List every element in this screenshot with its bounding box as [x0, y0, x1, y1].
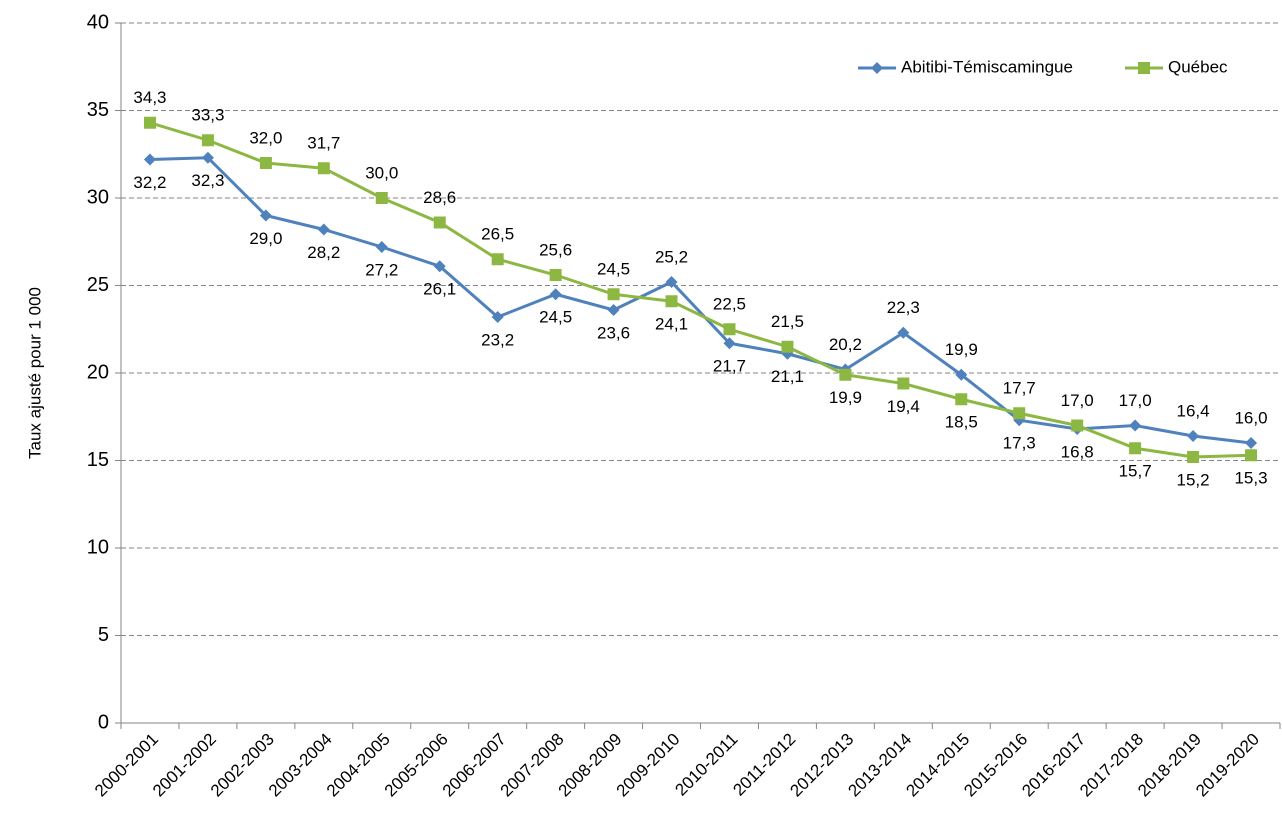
data-point	[955, 393, 968, 406]
data-point	[491, 311, 504, 323]
y-tick-label: 40	[87, 11, 109, 33]
data-label: 33,3	[191, 106, 224, 125]
data-label: 28,2	[307, 243, 340, 262]
data-label: 17,0	[1061, 391, 1094, 410]
legend-marker	[871, 62, 883, 74]
data-point	[1013, 407, 1026, 420]
data-label: 20,2	[829, 335, 862, 354]
x-tick-label: 2009-2010	[613, 730, 684, 801]
data-label: 24,5	[539, 308, 572, 327]
y-tick-label: 25	[87, 274, 109, 296]
data-label: 25,2	[655, 247, 688, 266]
data-label: 15,3	[1234, 469, 1267, 488]
data-label: 34,3	[133, 88, 166, 107]
data-point	[1187, 451, 1200, 463]
data-point	[375, 241, 388, 253]
legend-marker	[1138, 62, 1150, 74]
data-point	[143, 153, 156, 166]
data-point	[1245, 437, 1258, 449]
data-point	[143, 116, 156, 129]
data-label: 15,2	[1177, 470, 1210, 489]
x-tick-label: 2019-2020	[1192, 730, 1263, 801]
data-label: 22,3	[887, 298, 920, 317]
data-point	[781, 340, 794, 353]
data-label: 19,9	[945, 340, 978, 359]
data-point	[723, 323, 736, 336]
y-tick-label: 5	[98, 624, 109, 646]
data-label: 16,8	[1061, 442, 1094, 461]
data-point	[491, 253, 504, 266]
data-label: 30,0	[365, 163, 398, 182]
data-label: 19,4	[887, 397, 920, 416]
data-point	[665, 295, 678, 308]
series-line	[149, 121, 1252, 459]
data-point	[375, 192, 388, 204]
y-tick-label: 15	[87, 449, 109, 471]
data-point	[607, 288, 620, 301]
data-label: 17,3	[1003, 434, 1036, 453]
y-axis-label: Taux ajusté pour 1 000	[25, 287, 44, 459]
data-label: 21,1	[771, 367, 804, 386]
data-point	[259, 209, 272, 222]
data-point	[897, 326, 910, 339]
data-label: 26,5	[481, 225, 514, 244]
y-tick-label: 10	[87, 536, 109, 558]
data-label: 19,9	[829, 388, 862, 407]
data-label: 22,5	[713, 295, 746, 314]
data-label: 17,0	[1119, 391, 1152, 410]
data-label: 24,1	[655, 315, 688, 334]
data-label: 16,4	[1177, 401, 1210, 420]
data-point	[549, 269, 562, 281]
data-point	[317, 223, 330, 236]
data-point	[317, 162, 330, 175]
data-label: 26,1	[423, 280, 456, 299]
data-point	[433, 260, 446, 273]
data-label: 23,6	[597, 323, 630, 342]
data-point	[1129, 442, 1142, 455]
data-point	[897, 377, 910, 390]
data-point	[839, 368, 852, 381]
y-tick-label: 20	[87, 361, 109, 383]
data-point	[955, 368, 968, 381]
data-label: 28,6	[423, 188, 456, 207]
data-label: 16,0	[1234, 408, 1267, 427]
data-point	[201, 151, 214, 164]
data-label: 24,5	[597, 260, 630, 279]
data-label: 21,7	[713, 357, 746, 376]
data-label: 23,2	[481, 330, 514, 349]
data-label: 18,5	[945, 413, 978, 432]
data-label: 29,0	[249, 229, 282, 248]
y-tick-label: 30	[87, 186, 109, 208]
data-point	[723, 337, 736, 350]
data-label: 32,0	[249, 128, 282, 147]
data-point	[607, 304, 620, 316]
y-tick-label: 35	[87, 99, 109, 121]
legend-label: Québec	[1168, 57, 1228, 76]
data-point	[665, 276, 678, 288]
data-point	[1129, 419, 1142, 432]
data-label: 27,2	[365, 260, 398, 279]
series-line	[149, 156, 1252, 445]
data-point	[1245, 449, 1258, 462]
data-point	[259, 157, 272, 169]
data-point	[201, 134, 214, 147]
data-label: 17,7	[1003, 379, 1036, 398]
data-label: 32,2	[133, 173, 166, 192]
data-label: 25,6	[539, 240, 572, 259]
data-label: 31,7	[307, 134, 340, 153]
data-label: 32,3	[191, 171, 224, 190]
data-point	[433, 216, 446, 229]
data-point	[549, 288, 562, 301]
data-label: 15,7	[1119, 462, 1152, 481]
data-label: 21,5	[771, 312, 804, 331]
data-point	[1071, 419, 1084, 432]
legend-label: Abitibi-Témiscamingue	[901, 57, 1073, 76]
y-tick-label: 0	[98, 711, 109, 733]
data-point	[1187, 430, 1200, 442]
